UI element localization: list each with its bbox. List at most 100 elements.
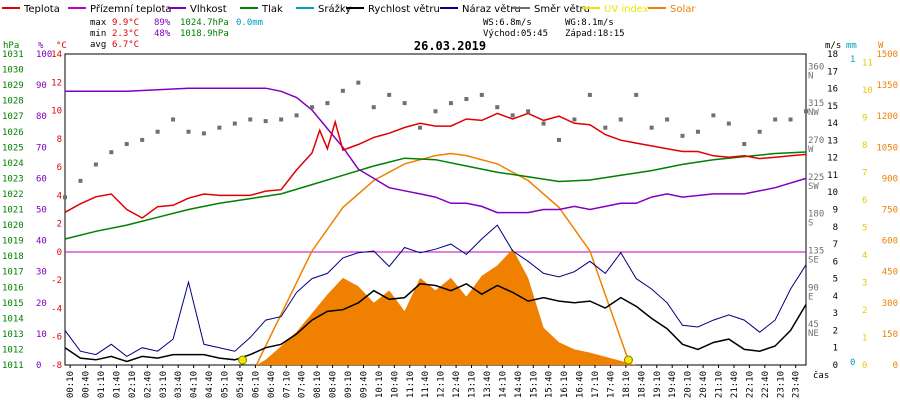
tick-ms: 17 xyxy=(827,67,838,77)
tick-dir-deg: 225 xyxy=(808,173,824,183)
tick-temp: 2 xyxy=(57,220,62,230)
tick-hpa: 1011 xyxy=(2,361,24,371)
tick-pct: 90 xyxy=(36,81,47,91)
wind-dir-point xyxy=(433,109,438,114)
tick-time: 01:10 xyxy=(97,371,107,398)
wind-dir-point xyxy=(371,105,376,110)
tick-hpa: 1020 xyxy=(2,221,24,231)
tick-hpa: 1014 xyxy=(2,314,24,324)
legend-vlhkost: Vlhkost xyxy=(190,4,227,15)
axis-unit-pct: % xyxy=(38,41,44,51)
axis-unit-mm: mm xyxy=(846,41,857,51)
wind-dir-point xyxy=(325,101,330,106)
tick-time: 09:40 xyxy=(359,371,369,398)
tick-w: 450 xyxy=(882,268,898,278)
tick-dir-card: W xyxy=(808,145,814,155)
legend-tlak: Tlak xyxy=(261,4,283,15)
tick-time: 21:10 xyxy=(715,371,725,398)
tick-ms: 12 xyxy=(827,154,838,164)
stats-block: max 9.9°C 89% 1024.7hPa 0.0mm min 2.3°C … xyxy=(90,18,625,50)
chart-title: 26.03.2019 xyxy=(414,39,486,53)
tick-dir-card: NE xyxy=(808,329,819,339)
tick-hpa: 1028 xyxy=(2,97,24,107)
tick-time: 07:40 xyxy=(298,371,308,398)
wind-gust-line xyxy=(64,224,807,357)
tick-time: 03:40 xyxy=(174,371,184,398)
axis-unit-hpa: hPa xyxy=(3,41,19,51)
tick-temp: 8 xyxy=(57,135,62,145)
tick-dir-card: SE xyxy=(808,256,819,266)
wind-dir-point xyxy=(464,97,469,102)
tick-ms: 0 xyxy=(833,361,838,371)
wind-dir-point xyxy=(479,92,484,97)
wind-dir-point xyxy=(109,150,114,155)
tick-dir-deg: 315 xyxy=(808,99,824,109)
tick-hpa: 1029 xyxy=(2,81,24,91)
legend-smer-vetru: Směr větru xyxy=(534,3,590,15)
tick-hpa: 1013 xyxy=(2,330,24,340)
tick-pct: 80 xyxy=(36,112,47,122)
tick-uv: 6 xyxy=(862,196,867,206)
tick-ms: 4 xyxy=(833,292,838,302)
tick-time: 06:10 xyxy=(251,371,261,398)
tick-time: 04:40 xyxy=(205,371,215,398)
legend-uv-index: UV index xyxy=(604,4,649,15)
stats-max-label: max xyxy=(90,18,107,28)
wind-dir-point xyxy=(232,121,237,126)
tick-w: 1500 xyxy=(876,50,898,60)
tick-time: 02:40 xyxy=(143,371,153,398)
tick-uv: 1 xyxy=(862,333,867,343)
tick-pct: 100 xyxy=(36,50,52,60)
tick-w: 150 xyxy=(882,330,898,340)
tick-time: 11:10 xyxy=(406,371,416,398)
stats-wg: WG:8.1m/s xyxy=(565,18,614,28)
tick-hpa: 1026 xyxy=(2,128,24,138)
tick-hpa: 1027 xyxy=(2,112,24,122)
tick-ms: 13 xyxy=(827,136,838,146)
solar-clear-sky-line xyxy=(255,152,631,366)
wind-dir-point xyxy=(310,105,314,110)
tick-time: 17:40 xyxy=(606,371,616,398)
axis-ticks: 1031103010291028102710261025102410231022… xyxy=(2,50,898,398)
tick-time: 04:10 xyxy=(190,371,200,398)
tick-temp: 6 xyxy=(57,163,62,173)
tick-w: 600 xyxy=(882,237,898,247)
tick-time: 08:40 xyxy=(329,371,339,398)
wind-direction-series xyxy=(63,80,808,200)
tick-temp: -6 xyxy=(51,333,62,343)
axis-unit-w: W xyxy=(878,41,884,51)
tick-hpa: 1018 xyxy=(2,252,24,262)
tick-hpa: 1012 xyxy=(2,345,24,355)
solar-area xyxy=(256,248,637,365)
wind-dir-point xyxy=(557,137,561,142)
legend-prizemni-teplota: Přízemní teplota xyxy=(90,3,172,15)
wind-dir-point xyxy=(680,133,685,138)
stats-avg-temp: 6.7°C xyxy=(112,40,139,50)
wind-dir-point xyxy=(587,92,592,97)
tick-ms: 10 xyxy=(827,188,838,198)
tick-temp: 10 xyxy=(51,107,62,117)
wind-dir-point xyxy=(510,113,515,118)
tick-pct: 20 xyxy=(36,299,47,309)
wind-dir-point xyxy=(726,121,731,126)
tick-time: 23:40 xyxy=(792,371,802,398)
tick-hpa: 1016 xyxy=(2,283,24,293)
wind-dir-point xyxy=(171,117,176,122)
tick-ms: 7 xyxy=(833,240,838,250)
tick-time: 23:10 xyxy=(776,371,786,398)
pressure-line xyxy=(64,151,807,240)
wind-dir-point xyxy=(541,121,546,126)
tick-w: 750 xyxy=(882,206,898,216)
tick-temp: 4 xyxy=(57,191,62,201)
tick-ms: 3 xyxy=(833,309,838,319)
tick-dir-deg: 45 xyxy=(808,320,819,330)
tick-time: 12:10 xyxy=(437,371,447,398)
wind-dir-point xyxy=(248,117,253,122)
tick-time: 15:10 xyxy=(529,371,539,398)
tick-time: 09:10 xyxy=(344,371,354,398)
tick-w: 900 xyxy=(882,174,898,184)
tick-time: 07:10 xyxy=(282,371,292,398)
wind-dir-point xyxy=(93,162,98,167)
